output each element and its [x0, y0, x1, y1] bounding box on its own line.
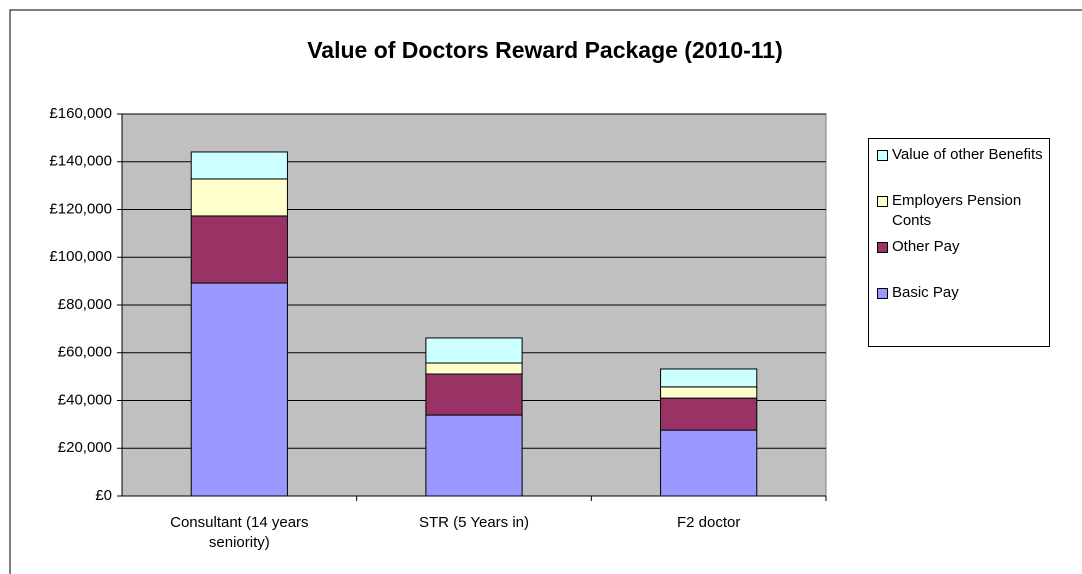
legend-item: Basic Pay [877, 283, 1043, 323]
bar-segment [660, 386, 758, 399]
legend-label: Employers Pension Conts [892, 192, 1022, 229]
legend-item: Other Pay [877, 237, 1043, 277]
bar-segment [190, 215, 288, 284]
bar-segment [190, 282, 288, 497]
legend-swatch [877, 242, 888, 253]
bar-segment [660, 429, 758, 497]
y-tick-label: £20,000 [58, 439, 112, 456]
y-tick-label: £120,000 [49, 200, 112, 217]
legend-label: Other Pay [892, 238, 960, 255]
y-tick-label: £140,000 [49, 153, 112, 170]
bar-segment [190, 178, 288, 217]
legend-swatch [877, 288, 888, 299]
bar-segment [425, 362, 523, 375]
y-tick-label: £40,000 [58, 391, 112, 408]
y-tick-label: £60,000 [58, 344, 112, 361]
legend-item: Value of other Benefits [877, 145, 1043, 185]
legend-swatch [877, 196, 888, 207]
y-tick-label: £160,000 [49, 105, 112, 122]
bar-segment [425, 337, 523, 364]
chart-title: Value of Doctors Reward Package (2010-11… [307, 37, 783, 63]
bar-segment [660, 397, 758, 431]
y-tick-label: £100,000 [49, 248, 112, 265]
y-tick-label: £0 [95, 487, 112, 504]
bar-segment [660, 368, 758, 388]
legend: Value of other Benefits Employers Pension… [868, 138, 1050, 347]
bar-segment [425, 414, 523, 497]
y-tick-label: £80,000 [58, 296, 112, 313]
bar-segment [190, 151, 288, 180]
legend-label: Basic Pay [892, 284, 959, 301]
bar-segment [425, 373, 523, 416]
legend-swatch [877, 150, 888, 161]
x-tick-label: STR (5 Years in) [418, 514, 530, 531]
legend-item: Employers Pension Conts [877, 191, 1043, 231]
x-tick-label: Consultant (14 years seniority) [170, 514, 309, 551]
legend-label: Value of other Benefits [892, 146, 1043, 163]
x-tick-label: F2 doctor [676, 514, 741, 531]
